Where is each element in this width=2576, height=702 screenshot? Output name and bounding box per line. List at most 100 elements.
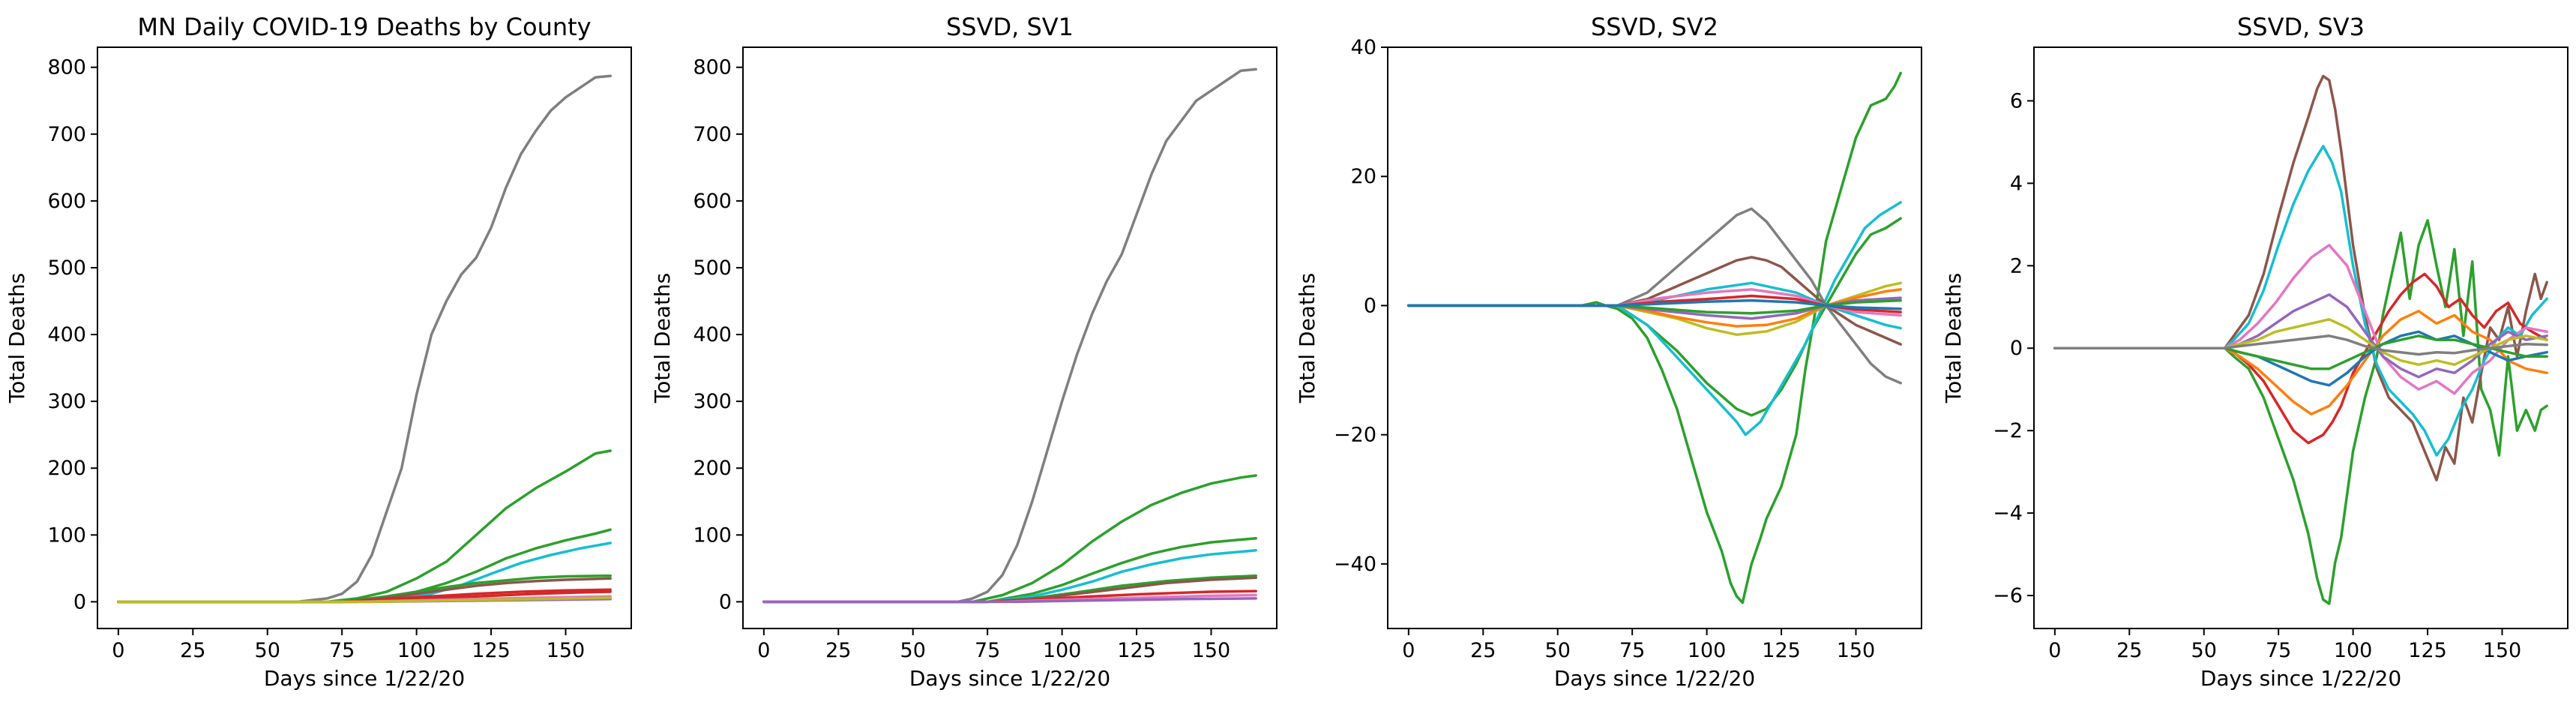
x-axis-label: Days since 1/22/20 [909,666,1110,691]
x-tick-label: 100 [397,639,436,662]
series-line-11 [2053,334,2548,356]
subplot-2: 0 25 50 75 100 125 150 0 100 200 300 400 500 600 700 80… [650,13,1278,691]
x-tick-label: 0 [1402,639,1415,662]
axes-frame [742,46,1278,629]
chart-title: SSVD, SV3 [2237,13,2365,41]
y-tick-label: 300 [693,390,732,413]
series-line-2 [117,449,612,604]
series-line-11 [117,596,612,604]
x-tick-label: 125 [2408,639,2447,662]
x-tick-label: 125 [1762,639,1801,662]
series-line-4 [762,549,1257,604]
series-line-1 [117,74,612,604]
x-tick-label: 75 [1619,639,1645,662]
y-tick-label: 600 [693,190,732,213]
y-tick-label: −40 [1334,553,1376,576]
y-tick-label: 0 [2010,337,2023,360]
x-tick-label: 50 [2191,639,2217,662]
chart-title: MN Daily COVID-19 Deaths by County [137,13,591,41]
x-tick-label: 75 [329,639,355,662]
x-tick-label: 25 [180,639,205,662]
series-line-10 [2053,334,2548,370]
x-tick-label: 0 [112,639,124,662]
series-line-2 [1407,217,1902,417]
x-tick-label: 100 [2334,639,2373,662]
y-tick-label: −6 [1993,584,2023,608]
y-tick-label: 500 [47,256,86,280]
x-tick-label: 25 [2116,639,2142,662]
y-tick-label: 700 [693,123,732,146]
x-axis-label: Days since 1/22/20 [2200,666,2401,691]
subplot-4: 0 25 50 75 100 125 150 −6 −4 −2 0 2 4 6 SSVD, SV3 Days … [1941,13,2569,691]
y-tick-label: 2 [2010,254,2023,278]
series-line-3 [1407,200,1902,436]
y-tick-label: 800 [47,56,86,80]
series-group [117,74,612,604]
y-tick-label: 200 [47,457,86,480]
y-tick-label: 6 [2010,89,2023,112]
series-group [1407,71,1902,604]
x-tick-label: 0 [757,639,770,662]
x-tick-label: 125 [1117,639,1156,662]
y-tick-label: 500 [693,256,732,280]
x-tick-label: 75 [2266,639,2291,662]
series-line-6 [2053,244,2548,395]
series-line-4 [1407,207,1902,385]
y-tick-label: 100 [693,524,732,547]
series-line-13 [1407,298,1902,310]
series-line-1 [1407,71,1902,604]
series-line-12 [1407,298,1902,315]
series-line-9 [2053,318,2548,366]
y-axis-label: Total Deaths [650,273,675,404]
x-tick-label: 150 [547,639,586,662]
y-tick-label: 600 [47,190,86,213]
x-tick-label: 25 [1470,639,1496,662]
chart-title: SSVD, SV2 [1591,13,1718,41]
y-tick-label: 300 [47,390,86,413]
x-tick-label: 50 [1545,639,1571,662]
y-tick-label: 400 [47,323,86,346]
x-tick-label: 150 [2483,639,2522,662]
y-tick-label: 800 [693,56,732,80]
axes-frame [2033,46,2569,629]
series-line-9 [762,597,1257,604]
series-group [762,68,1257,604]
chart-title: SSVD, SV1 [946,13,1074,41]
x-tick-label: 150 [1837,639,1876,662]
axes-frame [97,46,632,629]
y-tick-label: 0 [1364,294,1376,317]
y-tick-label: 0 [73,590,86,614]
series-line-1 [762,68,1257,604]
x-tick-label: 50 [900,639,926,662]
series-line-1 [2053,219,2548,605]
x-tick-label: 50 [255,639,280,662]
x-axis-label: Days since 1/22/20 [264,666,465,691]
y-axis-label: Total Deaths [1941,273,1966,404]
axes-frame [1387,46,1922,629]
series-group [2053,74,2548,605]
y-axis-label: Total Deaths [1295,273,1319,404]
series-line-3 [762,536,1257,604]
subplot-1: 0 25 50 75 100 125 150 0 100 200 300 400 500 600 700 80… [4,13,632,691]
x-axis-label: Days since 1/22/20 [1554,666,1755,691]
y-tick-label: 700 [47,123,86,146]
series-line-3 [2053,145,2548,457]
series-line-7 [2053,293,2548,379]
x-tick-label: 0 [2048,639,2061,662]
x-tick-label: 75 [975,639,1000,662]
y-tick-label: 40 [1351,36,1376,59]
series-line-7 [1407,288,1902,328]
series-line-5 [1407,256,1902,346]
subplot-3: 0 25 50 75 100 125 150 −40 −20 0 20 40 SSVD, SV2 Days… [1295,13,1922,691]
y-tick-label: 100 [47,524,86,547]
y-tick-label: −4 [1993,502,2023,525]
x-tick-label: 100 [1688,639,1727,662]
y-tick-label: 0 [719,590,732,614]
y-tick-label: 400 [693,323,732,346]
series-line-2 [762,474,1257,604]
series-line-2 [2053,74,2548,482]
series-line-4 [2053,272,2548,445]
x-tick-label: 25 [825,639,851,662]
